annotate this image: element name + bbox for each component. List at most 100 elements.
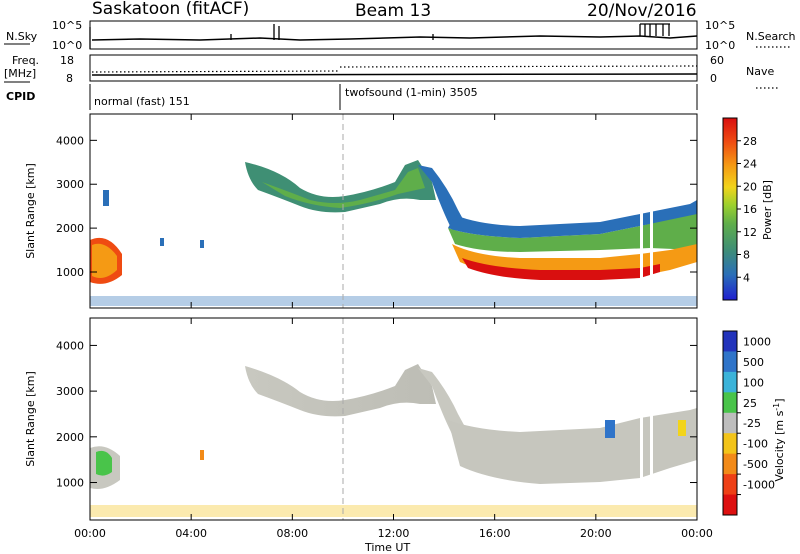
velocity-colorbar-tick-label: -100 <box>743 438 768 451</box>
power-ytick-label: 4000 <box>56 134 84 147</box>
x-axis-label: Time UT <box>364 541 410 554</box>
velocity-near-range <box>90 505 697 517</box>
nsearch-tick-top: 10^5 <box>705 19 735 32</box>
velocity-colorbar-block <box>723 433 737 455</box>
velocity-echoes <box>90 364 697 517</box>
power-panel <box>89 113 698 309</box>
nave-trace-1 <box>91 70 341 73</box>
cpid-label: CPID <box>6 90 35 103</box>
power-colorbar-tick-label: 24 <box>743 158 757 171</box>
nave-tick-bottom: 0 <box>710 72 717 85</box>
velocity-gap-1 <box>640 412 643 482</box>
power-colorbar-tick-label: 4 <box>743 271 750 284</box>
power-colorbar-tick-label: 8 <box>743 249 750 262</box>
velocity-colorbar-block <box>723 392 737 414</box>
nsky-panel: N.Sky 10^5 10^0 10^5 10^0 N.Search <box>4 19 796 52</box>
velocity-ytick-label: 2000 <box>56 431 84 444</box>
velocity-colorbar-block <box>723 371 737 393</box>
cpid-panel: CPID normal (fast) 151 twofsound (1-min)… <box>6 84 698 110</box>
power-blob-3 <box>200 240 204 248</box>
power-colorbar-tick-label: 20 <box>743 180 757 193</box>
velocity-colorbar-block <box>723 453 737 475</box>
nsky-frame <box>89 20 698 50</box>
x-tick-label: 08:00 <box>276 527 308 540</box>
velocity-colorbar-frame <box>722 330 738 516</box>
power-echo-arm <box>418 165 470 232</box>
nave-tick-top: 60 <box>710 54 724 67</box>
power-echoes <box>90 160 697 306</box>
nsky-tick-bottom: 10^0 <box>52 39 82 52</box>
x-tick-label: 20:00 <box>580 527 612 540</box>
nave-label: Nave <box>746 65 774 78</box>
velocity-blob-orange <box>200 450 204 460</box>
velocity-colorbar-tick-label: -1000 <box>743 479 775 492</box>
freq-unit-label: [MHz] <box>4 67 36 80</box>
velocity-gap-2 <box>650 412 653 482</box>
power-echo-upper <box>448 212 697 252</box>
power-colorbar-tick-label: 16 <box>743 203 757 216</box>
velocity-colorbar: 1000 500 100 25 -25 -100 -500 -1000 Velocity [m… <box>722 330 786 516</box>
power-gap-1 <box>640 200 643 280</box>
freq-label: Freq. <box>12 54 39 67</box>
power-colorbar-ticks: 28 24 20 16 12 8 4 <box>737 135 757 284</box>
x-tick-label: 00:00 <box>681 527 713 540</box>
radar-title: Saskatoon (fitACF) <box>92 0 249 19</box>
power-ytick-label: 1000 <box>56 266 84 279</box>
velocity-colorbar-ticks: 1000 500 100 25 -25 -100 -500 -1000 <box>737 335 775 496</box>
power-echo-early-core <box>92 243 117 278</box>
velocity-colorbar-tick-label: -25 <box>743 417 761 430</box>
velocity-colorbar-block <box>723 474 737 496</box>
velocity-blob-yellow <box>678 420 686 436</box>
freq-frame <box>89 54 698 82</box>
freq-tick-top: 18 <box>60 54 74 67</box>
velocity-ytick-label: 3000 <box>56 385 84 398</box>
power-colorbar: 28 24 20 16 12 8 4 Power [dB] <box>722 117 774 301</box>
power-echo-strong <box>452 244 697 276</box>
freq-trace <box>91 73 698 76</box>
velocity-colorbar-label-main: Velocity [m s <box>773 410 786 481</box>
velocity-ylabel: Slant Range [km] <box>24 371 37 467</box>
velocity-echo-midband <box>245 364 436 417</box>
power-gap-2 <box>650 205 653 280</box>
power-colorbar-scale <box>722 117 738 301</box>
power-echo-midband-core <box>262 168 425 208</box>
nsearch-label: N.Search <box>746 30 796 43</box>
power-colorbar-tick-label: 28 <box>743 135 757 148</box>
velocity-colorbar-block <box>723 331 737 352</box>
velocity-colorbar-label-close: ] <box>773 398 786 402</box>
velocity-echo-main <box>448 408 697 484</box>
nsearch-tick-bottom: 10^0 <box>705 39 735 52</box>
x-axis: 00:00 04:00 08:00 12:00 16:00 20:00 00:00 <box>74 114 713 540</box>
velocity-colorbar-block <box>723 494 737 516</box>
power-blob-2 <box>160 238 164 246</box>
freq-tick-bottom: 8 <box>66 72 73 85</box>
velocity-panel <box>89 317 698 521</box>
velocity-colorbar-label-exponent: -1 <box>772 403 781 411</box>
power-colorbar-tick-label: 12 <box>743 226 757 239</box>
velocity-colorbar-label: Velocity [m s-1] <box>772 398 786 481</box>
cpid-segment-2: twofsound (1-min) 3505 <box>345 86 478 99</box>
x-tick-label: 16:00 <box>479 527 511 540</box>
velocity-colorbar-tick-label: 100 <box>743 376 764 389</box>
velocity-colorbar-tick-label: 500 <box>743 356 764 369</box>
velocity-colorbar-scale <box>722 330 738 516</box>
nsky-tick-top: 10^5 <box>52 19 82 32</box>
velocity-echo-arm <box>418 368 470 436</box>
freq-panel: Freq. [MHz] 18 8 60 0 Nave <box>4 54 780 89</box>
velocity-background <box>90 318 697 520</box>
nave-trace-2 <box>339 65 698 68</box>
y-axes: 1000 2000 3000 4000 Slant Range [km] 1000 2000… <box>24 134 697 490</box>
power-echo-upper-edge <box>448 200 697 238</box>
velocity-colorbar-block <box>723 351 737 373</box>
power-ylabel: Slant Range [km] <box>24 163 37 259</box>
velocity-colorbar-tick-label: -500 <box>743 458 768 471</box>
velocity-colorbar-block <box>723 412 737 434</box>
power-ytick-label: 2000 <box>56 222 84 235</box>
x-tick-label: 12:00 <box>378 527 410 540</box>
power-echo-peak <box>462 258 660 280</box>
power-near-range <box>90 296 697 306</box>
date-label: 20/Nov/2016 <box>587 1 697 21</box>
velocity-ytick-label: 4000 <box>56 339 84 352</box>
nsky-trace <box>91 35 698 41</box>
